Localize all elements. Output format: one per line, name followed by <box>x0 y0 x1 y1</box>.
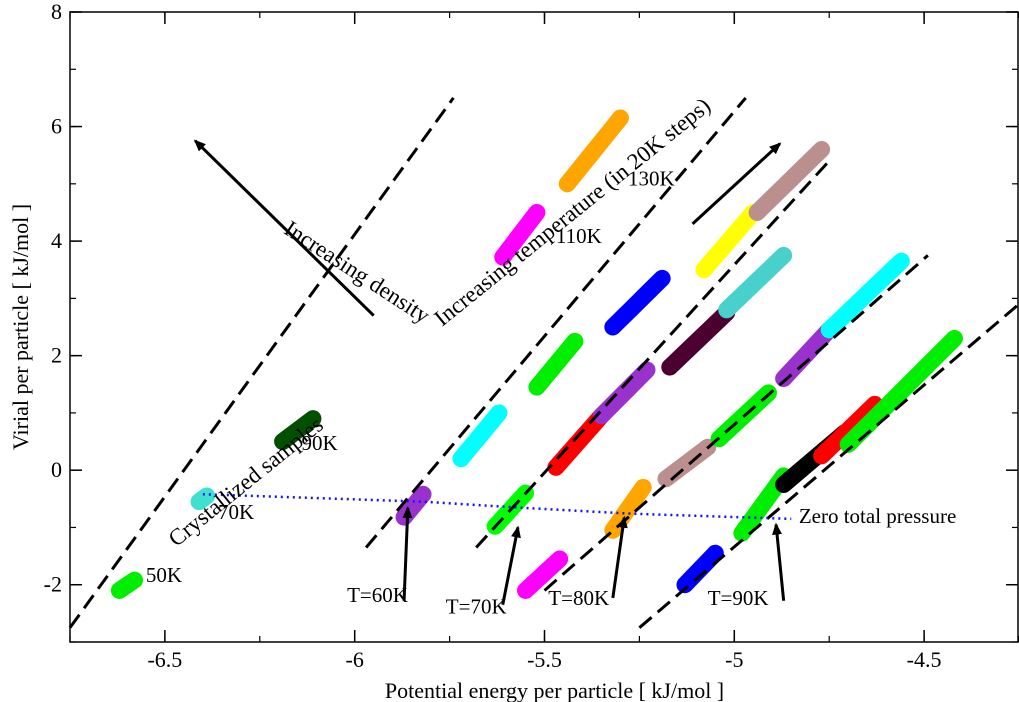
t70-arrow <box>501 525 521 606</box>
isomorph-line-2 <box>475 159 831 549</box>
x-tick-label: -4.5 <box>907 647 942 672</box>
y-tick-label: 2 <box>51 343 62 368</box>
annotation-label: 50K <box>146 563 182 587</box>
annotation-label: T=80K <box>548 586 609 610</box>
data-cloud-12 <box>528 332 584 396</box>
x-tick-label: -5 <box>725 647 743 672</box>
x-tick-label: -6.5 <box>147 647 182 672</box>
annotation-label: Crystallized samples <box>164 412 328 552</box>
data-cloud-3 <box>494 203 546 266</box>
data-cloud-0 <box>110 571 144 599</box>
annotation-label: T=90K <box>708 586 769 610</box>
x-tick-label: -5.5 <box>527 647 562 672</box>
x-tick-label: -6 <box>346 647 364 672</box>
isomorph-line-3 <box>543 254 929 592</box>
data-cloud-2 <box>274 410 322 451</box>
plot-frame <box>69 11 1019 643</box>
y-tick-label: 0 <box>51 457 62 482</box>
annotation-label: T=60K <box>347 583 408 607</box>
data-cloud-18 <box>661 304 736 376</box>
annotation-label: 70K <box>218 500 254 524</box>
data-cloud-7 <box>517 550 569 599</box>
data-cloud-17 <box>592 361 656 425</box>
annotation-label: Zero total pressure <box>799 504 956 528</box>
annotation-label: Increasing temperature (in 20K steps) <box>429 93 715 331</box>
data-cloud-16 <box>547 407 610 476</box>
data-cloud-1 <box>190 487 216 511</box>
data-cloud-13 <box>604 269 671 336</box>
data-cloud-11 <box>452 404 508 468</box>
data-cloud-22 <box>775 321 838 388</box>
data-cloud-25 <box>813 395 884 465</box>
t90-arrow <box>772 522 786 601</box>
data-cloud-4 <box>558 109 629 193</box>
y-tick-label: 8 <box>51 0 62 24</box>
frame-layer: -6.5 -6 -5.5 -5 -4.5 -2 0 2 4 6 8 Potential energy … <box>8 0 1019 702</box>
isomorph-line-4 <box>638 302 1019 629</box>
y-axis-title: Virial per particle [ kJ/mol ] <box>8 204 33 450</box>
y-tick-label: 4 <box>51 228 62 253</box>
data-cloud-26 <box>839 329 963 453</box>
data-cloud-15 <box>748 140 831 221</box>
data-layer <box>68 96 1019 629</box>
y-tick-label: 6 <box>51 114 62 139</box>
data-cloud-14 <box>695 203 762 279</box>
data-cloud-19 <box>718 246 793 319</box>
t80-arrow <box>611 515 628 599</box>
annotation-label: T=70K <box>446 594 507 618</box>
y-tick-label: -2 <box>44 572 62 597</box>
density-arrow <box>193 139 375 317</box>
isomorph-line-1 <box>364 96 747 549</box>
annotation-label: 90K <box>302 431 338 455</box>
data-cloud-23 <box>820 252 910 339</box>
temperature-arrow <box>691 142 782 226</box>
isomorph-line-0 <box>68 97 455 629</box>
t60-arrow <box>402 505 413 601</box>
x-axis-title: Potential energy per particle [ kJ/mol ] <box>385 678 724 702</box>
annotation-label: 110K <box>556 224 602 248</box>
annotation-label: 130K <box>628 167 675 191</box>
data-cloud-20 <box>657 438 717 488</box>
data-cloud-9 <box>676 544 724 594</box>
